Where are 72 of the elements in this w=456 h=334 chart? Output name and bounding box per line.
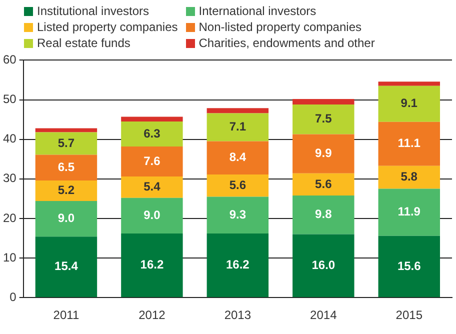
data-label: 7.6 <box>144 154 161 168</box>
data-label: 8.4 <box>229 150 246 164</box>
bar <box>121 116 183 122</box>
bar <box>378 82 440 86</box>
data-label: 5.7 <box>58 136 75 150</box>
y-tick-label: 0 <box>10 290 17 304</box>
y-tick-label: 20 <box>2 210 17 225</box>
legend-label: Listed property companies <box>37 20 178 34</box>
bar <box>206 141 269 175</box>
bar <box>292 98 354 105</box>
bar <box>121 176 183 198</box>
data-label: 5.2 <box>58 183 75 198</box>
data-label: 9.9 <box>315 146 332 160</box>
bar <box>35 154 98 180</box>
bar <box>206 108 269 114</box>
legend-label: Charities, endowments and other <box>198 36 375 50</box>
data-label: 6.5 <box>58 160 75 174</box>
data-label: 5.8 <box>400 170 418 184</box>
bar <box>206 234 269 298</box>
bar <box>35 180 98 202</box>
bar <box>292 104 354 134</box>
data-label: 16.2 <box>226 258 250 272</box>
data-label: 15.4 <box>54 259 78 274</box>
x-tick-label: 2015 <box>396 308 423 322</box>
data-label: 16.2 <box>140 258 164 272</box>
data-label: 11.1 <box>398 136 421 150</box>
bar <box>35 236 98 298</box>
bar <box>292 134 354 174</box>
bar <box>206 174 269 197</box>
data-label: 5.4 <box>144 180 161 194</box>
data-label: 11.9 <box>398 204 421 219</box>
data-label: 6.3 <box>144 126 161 140</box>
data-label: 7.5 <box>315 112 332 126</box>
data-label: 5.6 <box>229 178 246 192</box>
data-label: 7.1 <box>229 120 246 134</box>
x-tick-label: 2013 <box>224 308 252 322</box>
y-tick-label: 40 <box>2 132 17 146</box>
data-label: 15.6 <box>397 258 422 273</box>
data-label: 5.6 <box>315 176 332 191</box>
y-tick-label: 60 <box>2 52 17 67</box>
data-label: 9.0 <box>144 208 161 222</box>
data-label: 9.8 <box>315 207 332 222</box>
bar <box>378 236 440 298</box>
bar <box>378 122 440 166</box>
bar <box>121 146 183 177</box>
bar <box>121 198 183 234</box>
x-tick-label: 2012 <box>138 308 166 322</box>
legend-label: Real estate funds <box>37 36 130 50</box>
bar <box>206 196 269 234</box>
bar <box>292 234 354 298</box>
legend-label: Non-listed property companies <box>198 20 362 34</box>
data-label: 9.3 <box>229 207 246 222</box>
x-tick-label: 2011 <box>53 308 80 322</box>
bar <box>121 234 183 298</box>
bar <box>121 122 183 146</box>
bar <box>206 113 269 142</box>
x-tick-label: 2014 <box>310 308 338 322</box>
data-label: 9.0 <box>58 211 75 226</box>
bar <box>378 166 440 189</box>
bar <box>35 201 98 237</box>
legend-label: International investors <box>198 4 316 18</box>
bar <box>378 86 440 122</box>
bar <box>292 196 354 234</box>
bar <box>35 132 98 155</box>
bar <box>292 173 354 196</box>
y-tick-label: 50 <box>2 92 17 106</box>
y-tick-label: 10 <box>2 250 17 264</box>
data-label: 16.0 <box>312 258 336 272</box>
legend-label: Institutional investors <box>37 4 150 18</box>
data-label: 9.1 <box>400 96 418 110</box>
bar <box>378 188 440 236</box>
y-tick-label: 30 <box>2 171 17 186</box>
